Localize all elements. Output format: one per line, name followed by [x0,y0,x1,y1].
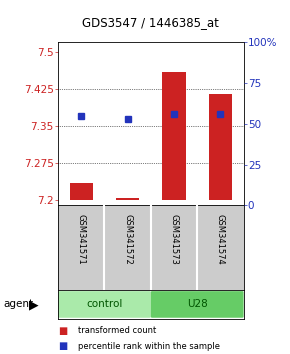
FancyBboxPatch shape [151,291,244,318]
Text: transformed count: transformed count [78,326,157,336]
Text: agent: agent [3,299,33,309]
Text: U28: U28 [187,299,208,309]
Text: percentile rank within the sample: percentile rank within the sample [78,342,220,351]
Bar [162,72,186,200]
Bar [70,183,93,200]
Bar [209,94,232,200]
Bar [116,198,139,200]
Text: ▶: ▶ [28,298,38,311]
Text: GDS3547 / 1446385_at: GDS3547 / 1446385_at [82,16,219,29]
Text: GSM341571: GSM341571 [77,214,86,264]
Text: control: control [86,299,123,309]
Text: GSM341574: GSM341574 [216,214,225,264]
FancyBboxPatch shape [58,291,151,318]
Text: GSM341572: GSM341572 [123,214,132,264]
Text: GSM341573: GSM341573 [169,214,179,265]
Text: ■: ■ [58,326,67,336]
Text: ■: ■ [58,341,67,351]
